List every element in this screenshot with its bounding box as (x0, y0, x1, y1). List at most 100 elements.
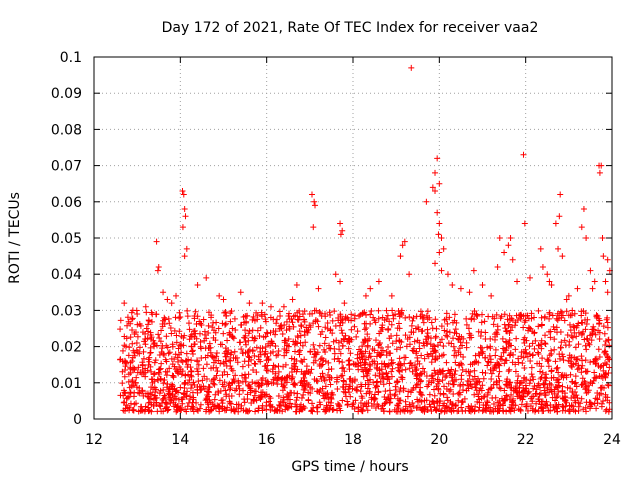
data-point (512, 368, 519, 375)
data-point (119, 347, 126, 354)
data-point (338, 373, 345, 380)
data-point (205, 322, 212, 329)
data-point (408, 322, 415, 329)
data-point (142, 336, 149, 343)
data-point (428, 359, 435, 366)
data-point (523, 385, 530, 392)
data-point (479, 369, 486, 376)
data-point (153, 401, 160, 408)
data-point (468, 316, 475, 323)
data-point (552, 397, 559, 404)
data-point (531, 314, 538, 321)
data-point (434, 342, 441, 349)
data-point (530, 385, 537, 392)
data-point (494, 326, 501, 333)
data-point (365, 399, 372, 406)
data-point (126, 384, 133, 391)
data-point (441, 316, 448, 323)
data-point (256, 333, 263, 340)
data-point (420, 319, 427, 326)
data-point (184, 313, 191, 320)
data-point (311, 198, 318, 205)
data-point (449, 319, 456, 326)
data-point (567, 327, 574, 334)
data-point (434, 398, 441, 405)
data-point (244, 391, 251, 398)
data-point (161, 376, 168, 383)
data-point (238, 346, 245, 353)
data-point (231, 348, 238, 355)
data-point (424, 316, 431, 323)
data-point (433, 383, 440, 390)
data-point (455, 336, 462, 343)
data-point (478, 319, 485, 326)
data-point (126, 407, 133, 414)
data-point (579, 357, 586, 364)
data-point (276, 308, 283, 315)
data-point (273, 316, 280, 323)
data-point (545, 363, 552, 370)
data-point (318, 313, 325, 319)
data-point (586, 341, 593, 348)
data-point (396, 355, 403, 362)
data-point (264, 353, 271, 360)
data-point (449, 282, 456, 289)
data-point (565, 408, 572, 415)
data-point (134, 333, 141, 340)
data-point (413, 350, 420, 357)
data-point (242, 349, 249, 356)
data-point (546, 278, 553, 285)
data-point (591, 278, 598, 285)
data-point (255, 405, 262, 412)
data-point (571, 310, 578, 317)
data-point (569, 334, 576, 341)
data-point (273, 320, 280, 327)
data-point (319, 328, 326, 335)
data-point (383, 369, 390, 376)
data-point (169, 343, 176, 350)
data-point (148, 384, 155, 391)
data-point (441, 383, 448, 390)
data-point (187, 393, 194, 400)
data-point (299, 342, 306, 349)
data-point (129, 358, 136, 365)
data-point (236, 339, 243, 346)
data-point (187, 364, 194, 371)
data-point (491, 315, 498, 322)
data-point (389, 359, 396, 366)
data-point (130, 406, 137, 413)
data-point (360, 373, 367, 380)
data-point (130, 347, 137, 354)
data-point (440, 391, 447, 398)
data-point (430, 348, 437, 355)
data-point (604, 319, 611, 326)
data-point (194, 282, 201, 289)
data-point (212, 337, 219, 344)
data-point (379, 405, 386, 412)
y-axis-label: ROTI / TECUs (7, 192, 23, 284)
data-point (281, 352, 288, 359)
data-point (379, 371, 386, 378)
data-point (237, 289, 244, 296)
data-point (188, 367, 195, 374)
data-point (509, 256, 516, 263)
data-point (456, 389, 463, 396)
data-point (127, 334, 134, 341)
data-point (335, 339, 342, 346)
data-point (488, 408, 495, 415)
data-point (363, 403, 370, 410)
data-point (413, 367, 420, 374)
data-point (275, 392, 282, 399)
data-point (596, 329, 603, 336)
data-point (424, 383, 431, 390)
data-point (209, 354, 216, 361)
data-point (123, 335, 130, 342)
data-point (283, 349, 290, 356)
data-point (450, 381, 457, 388)
data-point (418, 328, 425, 335)
data-point (526, 325, 533, 332)
data-point (559, 253, 566, 260)
data-point (145, 404, 152, 411)
data-point (506, 379, 513, 386)
data-point (402, 354, 409, 361)
